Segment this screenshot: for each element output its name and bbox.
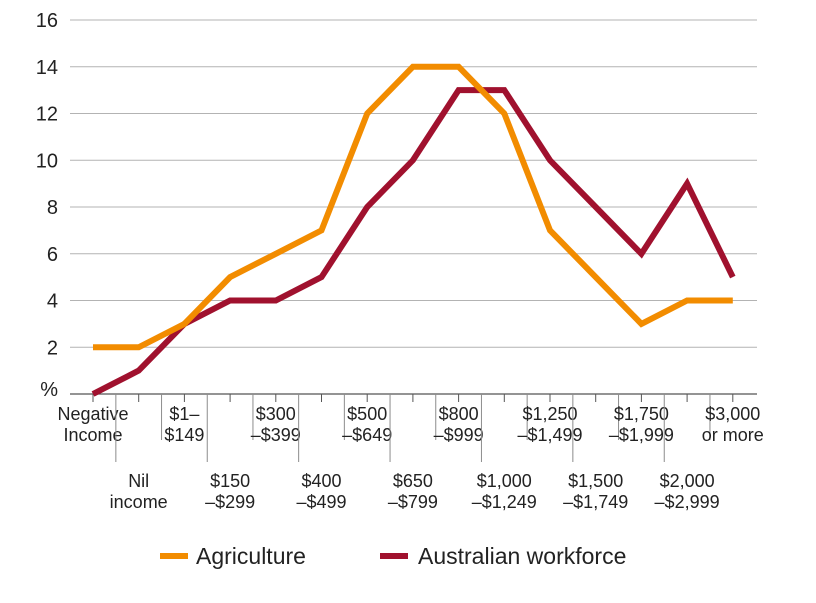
y-axis-label: % [40, 379, 58, 401]
x-tick-label: $1– [169, 404, 199, 424]
y-tick-label: 8 [47, 197, 58, 219]
y-tick-label: 16 [36, 10, 58, 32]
x-tick-label: Income [63, 425, 122, 445]
x-tick-label: –$1,749 [563, 492, 628, 512]
y-tick-label: 6 [47, 244, 58, 266]
x-tick-label: –$299 [205, 492, 255, 512]
x-tick-label: –$1,999 [609, 425, 674, 445]
x-tick-label: $149 [164, 425, 204, 445]
x-tick-label: $150 [210, 471, 250, 491]
x-tick-label: –$399 [251, 425, 301, 445]
x-tick-label: Nil [128, 471, 149, 491]
x-tick-label: $400 [301, 471, 341, 491]
x-tick-label: $3,000 [705, 404, 760, 424]
legend: Agriculture Australian workforce [160, 543, 626, 569]
x-tick-label: $300 [256, 404, 296, 424]
x-tick-label: $1,500 [568, 471, 623, 491]
x-tick-label: –$1,499 [517, 425, 582, 445]
x-tick-label: $1,250 [522, 404, 577, 424]
x-tick-label: –$799 [388, 492, 438, 512]
series-lines [91, 63, 736, 397]
legend-label-australian-workforce: Australian workforce [418, 543, 626, 569]
x-tick-label: income [110, 492, 168, 512]
series-line-australian-workforce [91, 87, 736, 397]
y-axis: 16 14 12 10 8 6 4 2% [36, 10, 58, 401]
y-tick-label: 12 [36, 104, 58, 126]
x-tick-label: $1,750 [614, 404, 669, 424]
x-tick-label: $2,000 [660, 471, 715, 491]
y-tick-label: 4 [47, 291, 58, 313]
x-tick-label: $650 [393, 471, 433, 491]
x-tick-label: –$499 [296, 492, 346, 512]
x-tick-label: –$999 [434, 425, 484, 445]
x-tick-label: –$1,249 [472, 492, 537, 512]
gridlines [70, 19, 757, 348]
y-tick-label: 14 [36, 57, 58, 79]
legend-label-agriculture: Agriculture [196, 543, 306, 569]
x-tick-label: $1,000 [477, 471, 532, 491]
x-tick-label: –$649 [342, 425, 392, 445]
x-tick-label: $800 [439, 404, 479, 424]
y-tick-label: 2 [47, 337, 58, 359]
x-tick-label: or more [702, 425, 764, 445]
x-tick-label: $500 [347, 404, 387, 424]
y-tick-label: 10 [36, 150, 58, 172]
x-tick-label: Negative [57, 404, 128, 424]
x-tick-label: –$2,999 [655, 492, 720, 512]
